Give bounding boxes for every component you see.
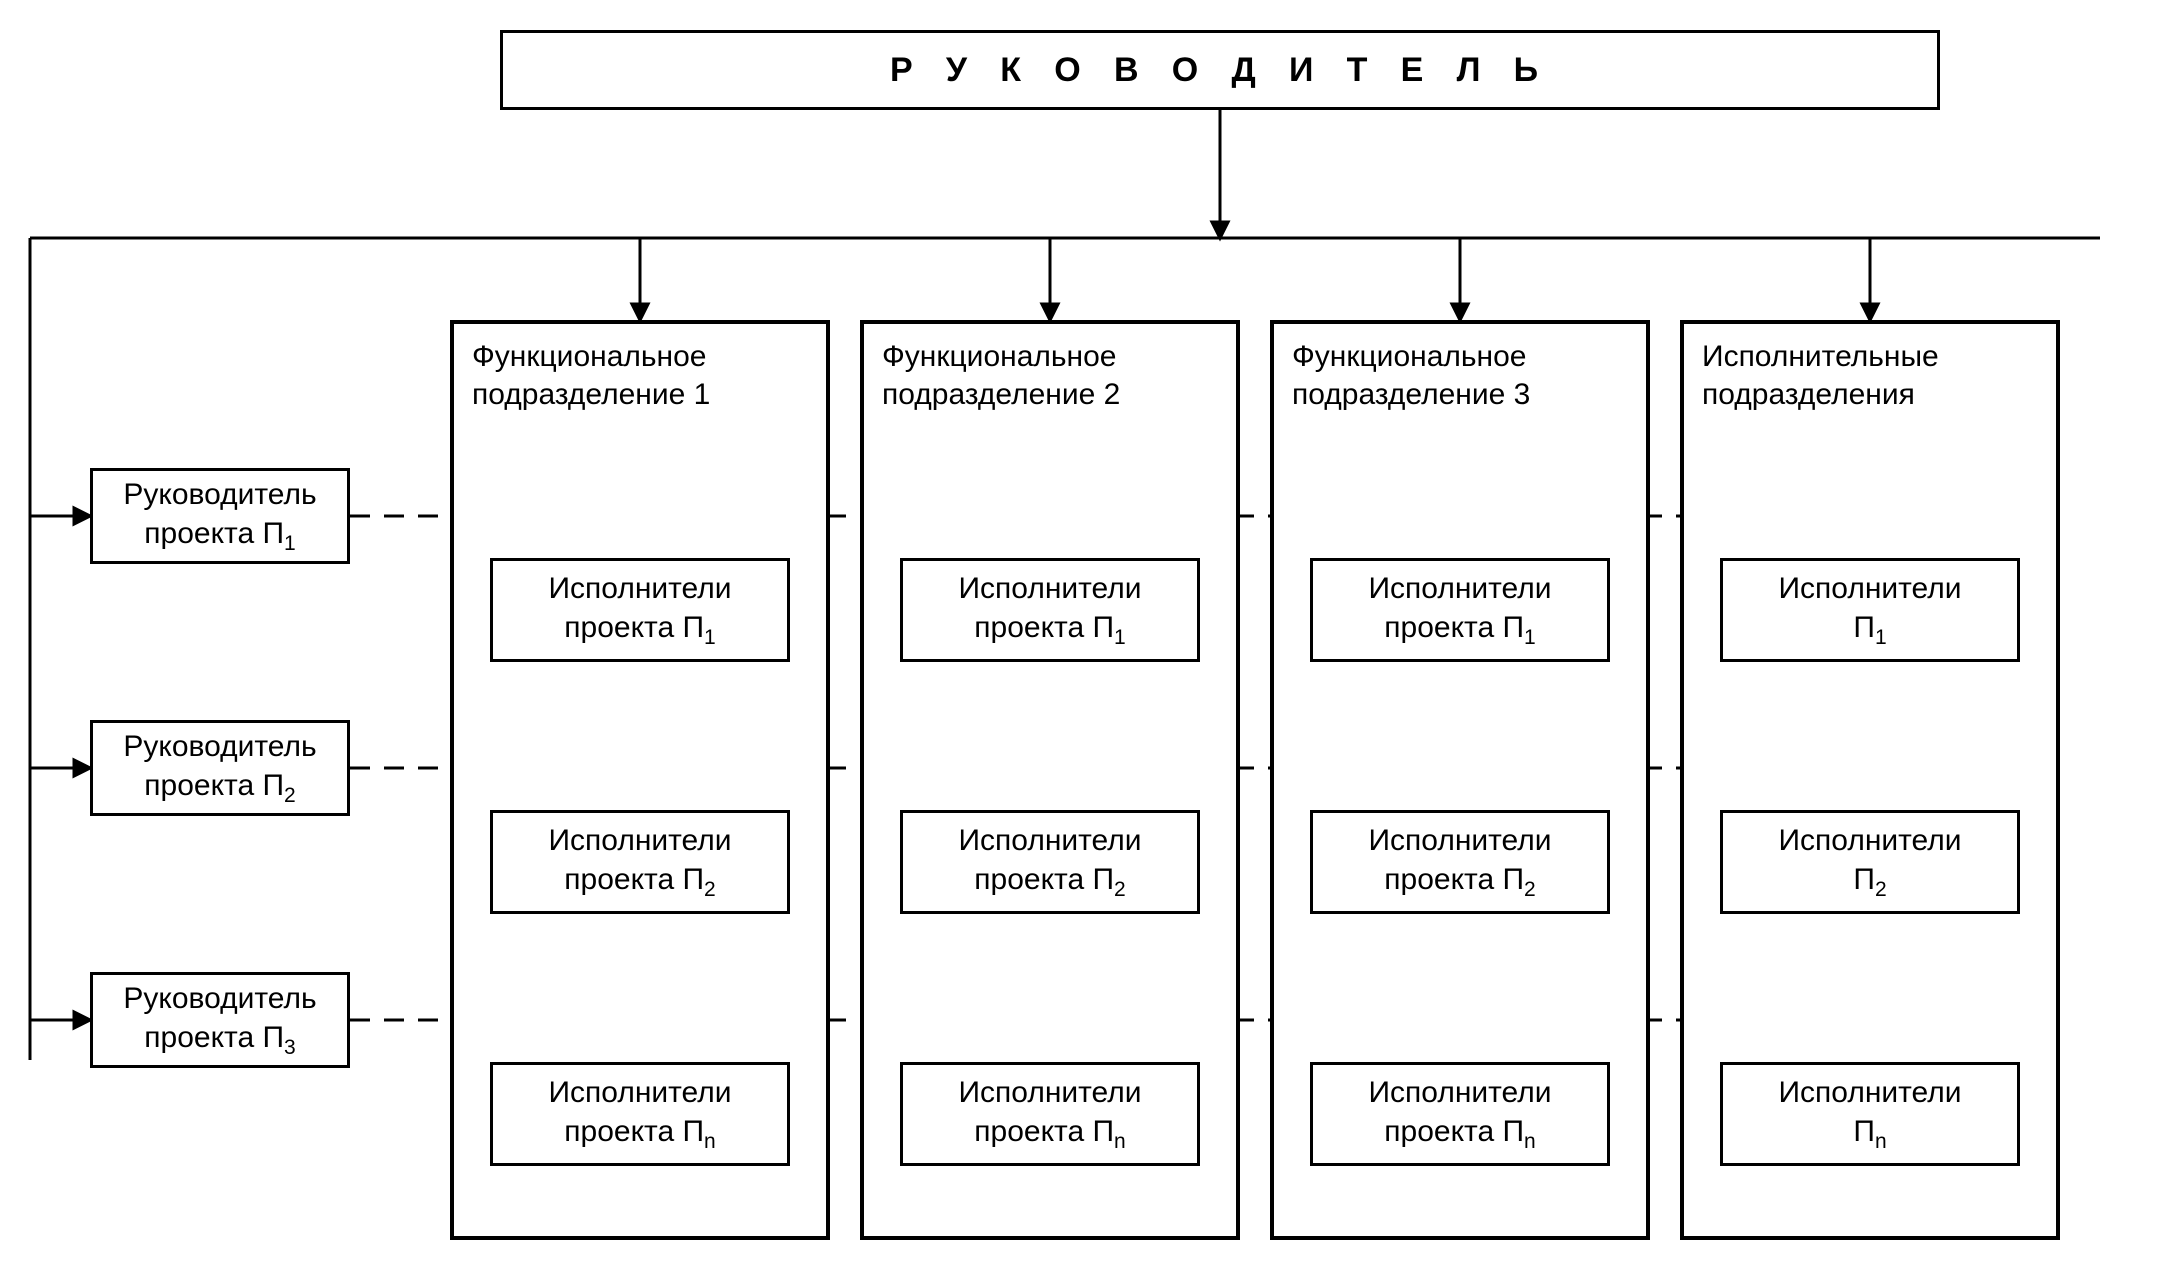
- pm2-label: Руководительпроекта П2: [113, 721, 326, 815]
- cell-c2-r2-label: Исполнителипроекта П2: [948, 815, 1151, 909]
- title-box-label: Р У К О В О Д И Т Е Л Ь: [880, 43, 1560, 98]
- pm3: Руководительпроекта П3: [90, 972, 350, 1068]
- cell-c4-r1: ИсполнителиП1: [1720, 558, 2020, 662]
- cell-c1-r2-label: Исполнителипроекта П2: [538, 815, 741, 909]
- column-header-c2: Функциональноеподразделение 2: [864, 324, 1236, 413]
- cell-c3-r2: Исполнителипроекта П2: [1310, 810, 1610, 914]
- cell-c1-r1: Исполнителипроекта П1: [490, 558, 790, 662]
- cell-c3-r2-label: Исполнителипроекта П2: [1358, 815, 1561, 909]
- column-header-c3: Функциональноеподразделение 3: [1274, 324, 1646, 413]
- pm2: Руководительпроекта П2: [90, 720, 350, 816]
- cell-c2-r1: Исполнителипроекта П1: [900, 558, 1200, 662]
- pm3-label: Руководительпроекта П3: [113, 973, 326, 1067]
- cell-c1-r2: Исполнителипроекта П2: [490, 810, 790, 914]
- pm1: Руководительпроекта П1: [90, 468, 350, 564]
- cell-c4-r3-label: ИсполнителиПn: [1768, 1067, 1971, 1161]
- cell-c3-r3-label: Исполнителипроекта Пn: [1358, 1067, 1561, 1161]
- pm1-label: Руководительпроекта П1: [113, 469, 326, 563]
- cell-c2-r3: Исполнителипроекта Пn: [900, 1062, 1200, 1166]
- cell-c1-r3-label: Исполнителипроекта Пn: [538, 1067, 741, 1161]
- cell-c4-r1-label: ИсполнителиП1: [1768, 563, 1971, 657]
- column-header-c1: Функциональноеподразделение 1: [454, 324, 826, 413]
- cell-c2-r3-label: Исполнителипроекта Пn: [948, 1067, 1151, 1161]
- cell-c1-r1-label: Исполнителипроекта П1: [538, 563, 741, 657]
- cell-c4-r2: ИсполнителиП2: [1720, 810, 2020, 914]
- cell-c4-r2-label: ИсполнителиП2: [1768, 815, 1971, 909]
- title-box: Р У К О В О Д И Т Е Л Ь: [500, 30, 1940, 110]
- cell-c3-r1-label: Исполнителипроекта П1: [1358, 563, 1561, 657]
- column-header-c4: Исполнительныеподразделения: [1684, 324, 2056, 413]
- cell-c2-r1-label: Исполнителипроекта П1: [948, 563, 1151, 657]
- cell-c4-r3: ИсполнителиПn: [1720, 1062, 2020, 1166]
- cell-c3-r3: Исполнителипроекта Пn: [1310, 1062, 1610, 1166]
- cell-c2-r2: Исполнителипроекта П2: [900, 810, 1200, 914]
- cell-c3-r1: Исполнителипроекта П1: [1310, 558, 1610, 662]
- cell-c1-r3: Исполнителипроекта Пn: [490, 1062, 790, 1166]
